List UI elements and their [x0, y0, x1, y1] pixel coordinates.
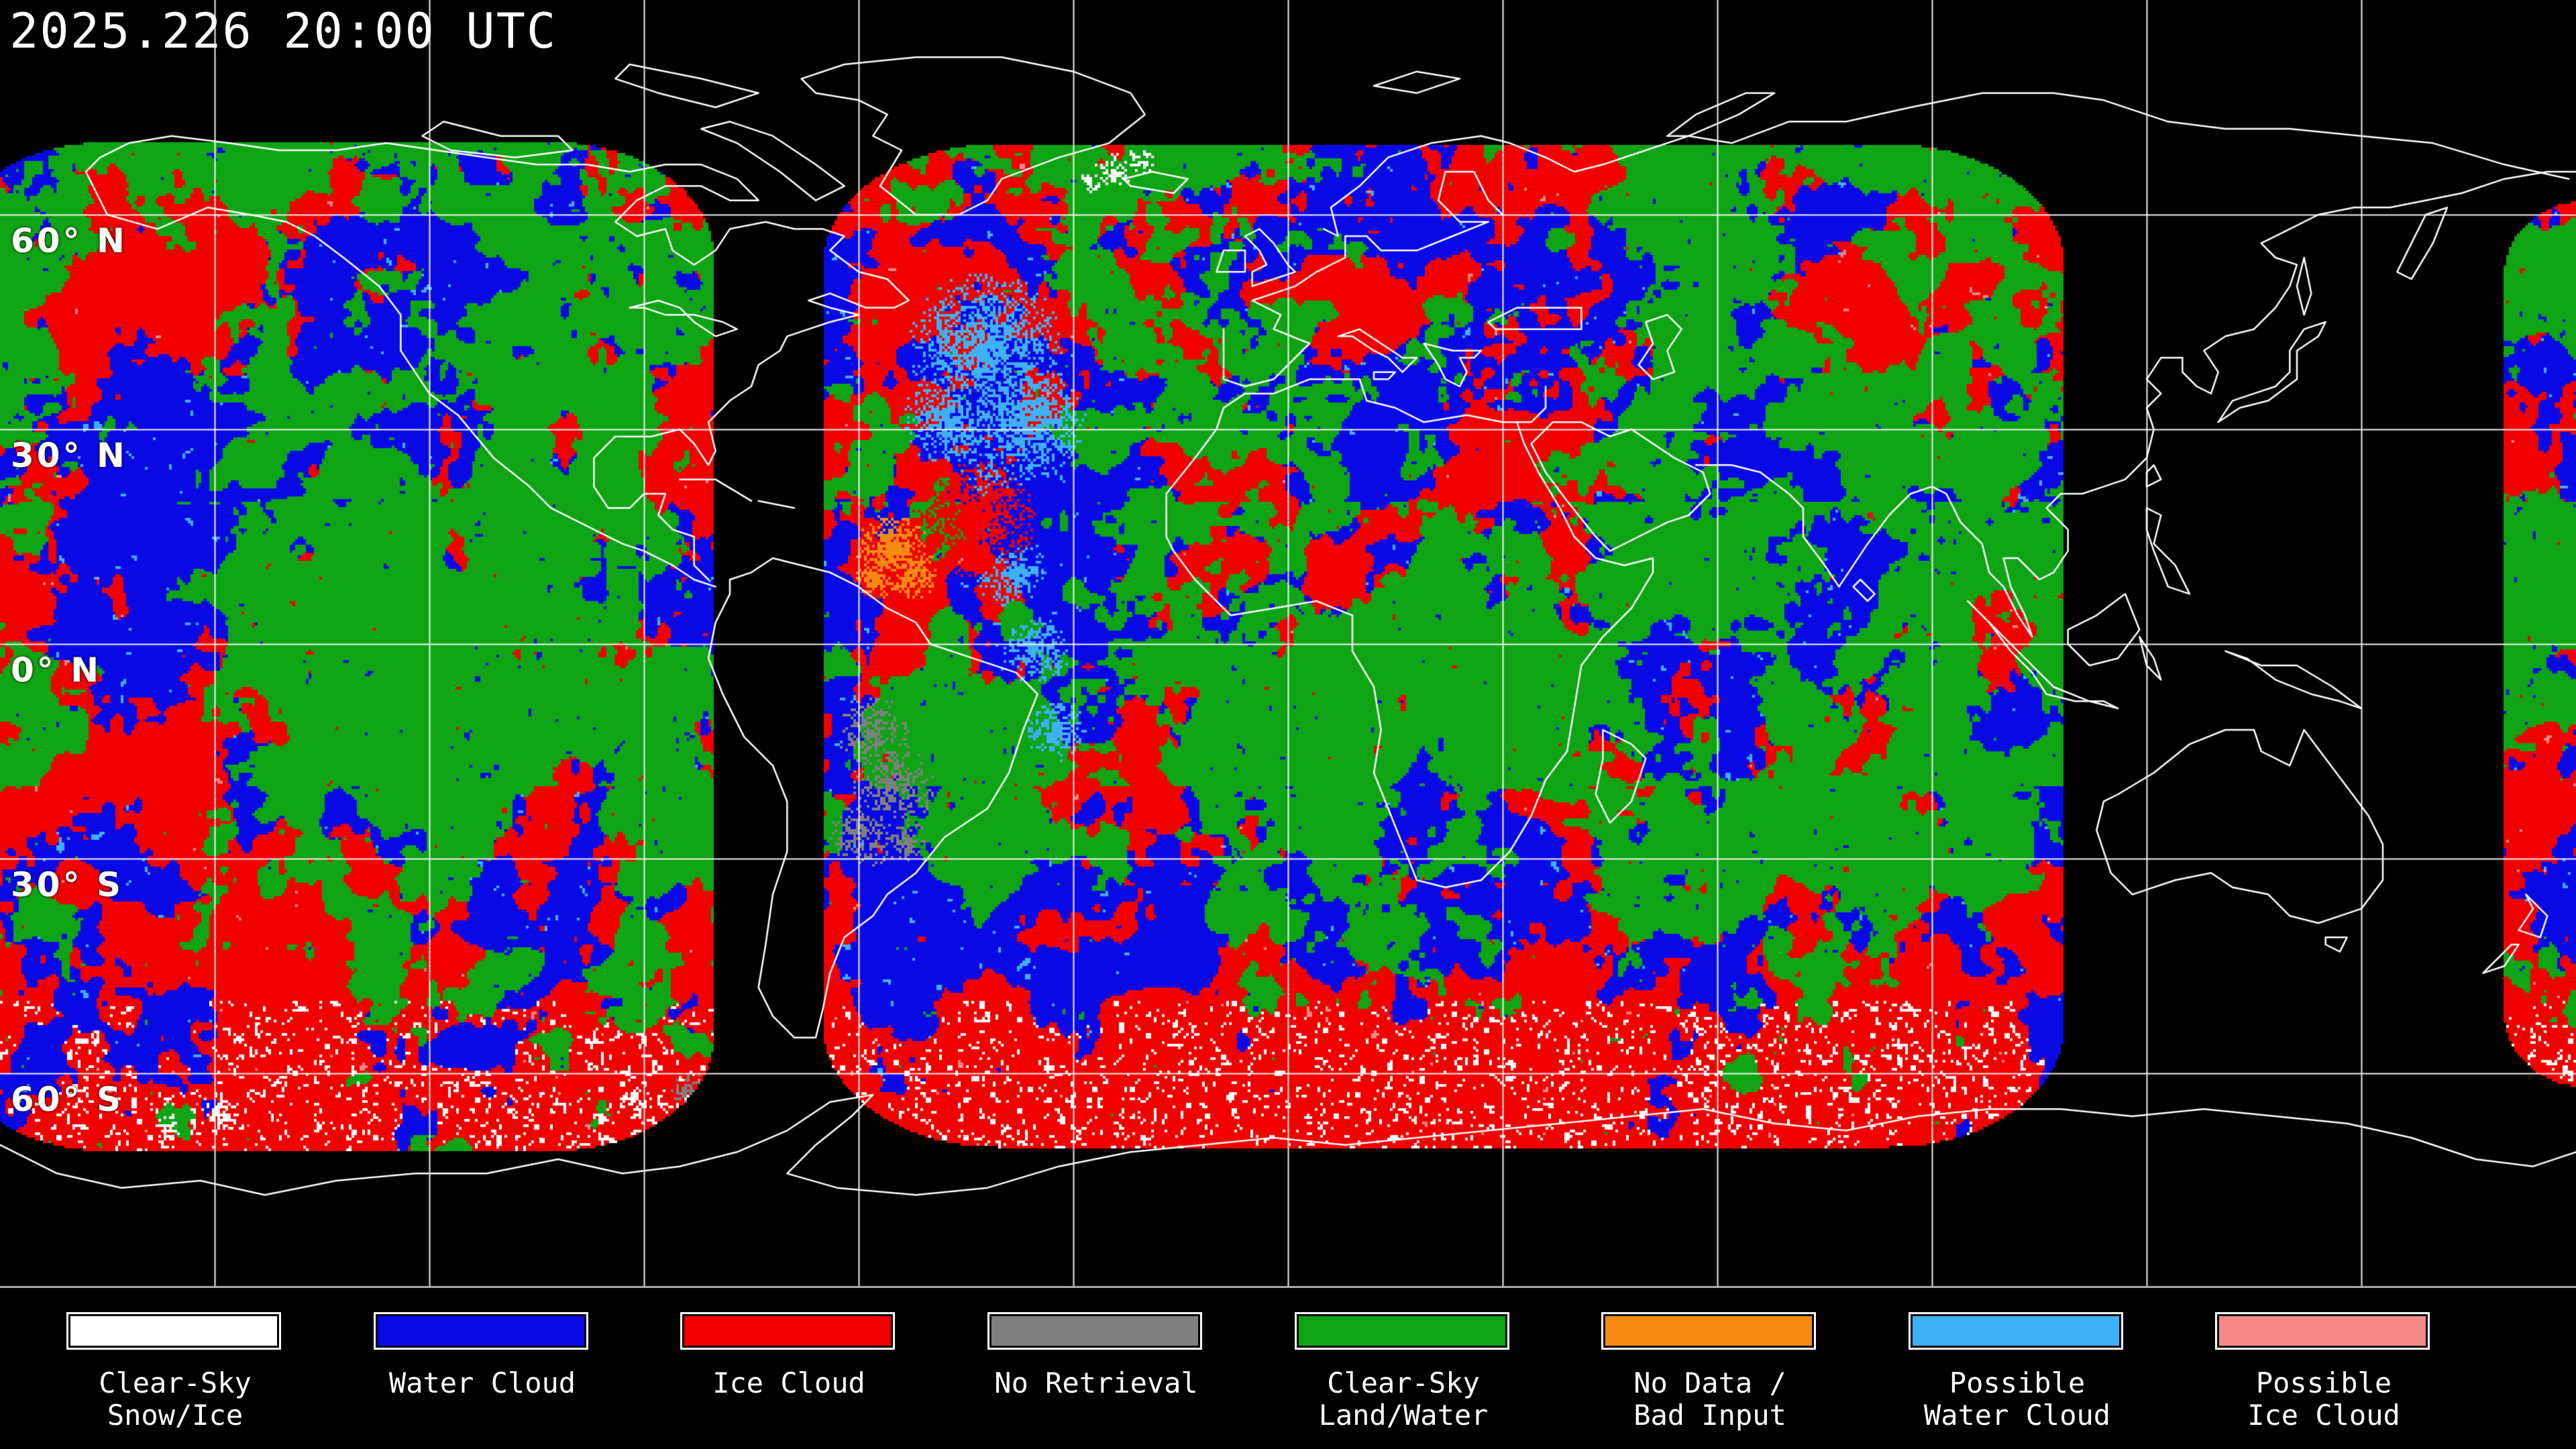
legend-swatch-no-data: [1601, 1312, 1816, 1350]
legend-label-water-cloud: Water Cloud: [325, 1367, 640, 1399]
latitude-label-0n: 0° N: [11, 651, 102, 690]
legend-label-line: Clear-Sky: [1327, 1366, 1480, 1399]
legend-label-possible-ice: Possible Ice Cloud: [2166, 1367, 2481, 1432]
legend: Clear-Sky Snow/Ice Water Cloud Ice Cloud…: [0, 1288, 2576, 1449]
legend-label-line: Bad Input: [1633, 1399, 1786, 1432]
legend-label-line: Ice Cloud: [712, 1366, 865, 1399]
legend-swatch-possible-water: [1909, 1312, 2123, 1350]
legend-label-possible-water: Possible Water Cloud: [1860, 1367, 2175, 1432]
legend-item-no-data: No Data / Bad Input: [1601, 1312, 1819, 1446]
legend-label-line: Snow/Ice: [107, 1399, 244, 1432]
legend-label-line: Water Cloud: [388, 1366, 576, 1399]
legend-label-line: No Data /: [1633, 1366, 1786, 1399]
legend-swatch-clear-sky-land: [1295, 1312, 1509, 1350]
legend-item-possible-water: Possible Water Cloud: [1909, 1312, 2126, 1446]
legend-label-ice-cloud: Ice Cloud: [631, 1367, 947, 1399]
legend-item-no-retrieval: No Retrieval: [987, 1312, 1205, 1446]
legend-item-clear-sky-land: Clear-Sky Land/Water: [1295, 1312, 1512, 1446]
legend-label-no-data: No Data / Bad Input: [1552, 1367, 1868, 1432]
legend-swatch-snow-ice: [66, 1312, 281, 1350]
legend-label-line: Possible: [1949, 1366, 2086, 1399]
legend-label-line: Ice Cloud: [2247, 1399, 2400, 1432]
legend-item-possible-ice: Possible Ice Cloud: [2215, 1312, 2432, 1446]
legend-label-line: Possible: [2255, 1366, 2392, 1399]
legend-swatch-ice-cloud: [680, 1312, 895, 1350]
legend-label-snow-ice: Clear-Sky Snow/Ice: [17, 1367, 333, 1432]
legend-item-snow-ice: Clear-Sky Snow/Ice: [66, 1312, 284, 1446]
legend-label-no-retrieval: No Retrieval: [938, 1367, 1254, 1399]
legend-label-clear-sky-land: Clear-Sky Land/Water: [1246, 1367, 1561, 1432]
legend-swatch-water-cloud: [374, 1312, 588, 1350]
latitude-label-30n: 30° N: [11, 436, 127, 475]
legend-label-line: No Retrieval: [994, 1366, 1198, 1399]
world-cloud-phase-map: [0, 0, 2576, 1288]
legend-item-water-cloud: Water Cloud: [374, 1312, 591, 1446]
legend-item-ice-cloud: Ice Cloud: [680, 1312, 898, 1446]
legend-swatch-no-retrieval: [987, 1312, 1202, 1350]
legend-label-line: Water Cloud: [1923, 1399, 2111, 1432]
legend-label-line: Clear-Sky: [99, 1366, 252, 1399]
timestamp-label: 2025.226 20:00 UTC: [9, 3, 557, 59]
legend-label-line: Land/Water: [1318, 1399, 1489, 1432]
latitude-label-60n: 60° N: [11, 221, 127, 260]
latitude-label-30s: 30° S: [11, 865, 123, 904]
legend-swatch-possible-ice: [2215, 1312, 2430, 1350]
latitude-label-60s: 60° S: [11, 1080, 123, 1119]
